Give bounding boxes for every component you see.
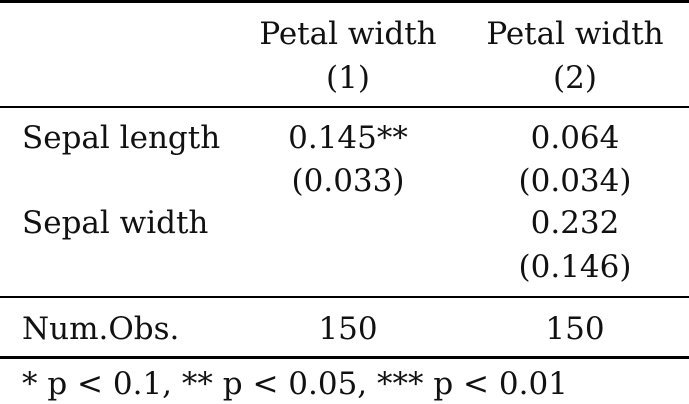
num-obs-col1: 150 bbox=[318, 311, 378, 347]
bottom-rule bbox=[0, 356, 689, 359]
stats-label-num-obs: Num.Obs. bbox=[22, 311, 180, 347]
header-col1-title: Petal width bbox=[259, 16, 437, 52]
stats-rule bbox=[0, 296, 689, 298]
header-col2-number: (2) bbox=[553, 60, 597, 96]
header-rule bbox=[0, 106, 689, 108]
sepal-width-col2-estimate: 0.232 bbox=[530, 205, 620, 241]
row-label-sepal-width: Sepal width bbox=[22, 205, 209, 241]
significance-footnote: * p < 0.1, ** p < 0.05, *** p < 0.01 bbox=[22, 366, 568, 402]
row-label-sepal-length: Sepal length bbox=[22, 120, 221, 156]
sepal-width-col2-se: (0.146) bbox=[518, 249, 632, 285]
sepal-length-col1-se: (0.033) bbox=[291, 163, 405, 199]
header-col1-number: (1) bbox=[326, 60, 370, 96]
num-obs-col2: 150 bbox=[545, 311, 605, 347]
sepal-length-col2-estimate: 0.064 bbox=[530, 120, 620, 156]
sepal-length-col2-se: (0.034) bbox=[518, 163, 632, 199]
top-rule bbox=[0, 0, 689, 3]
header-col2-title: Petal width bbox=[486, 16, 664, 52]
sepal-length-col1-estimate: 0.145** bbox=[288, 120, 408, 156]
